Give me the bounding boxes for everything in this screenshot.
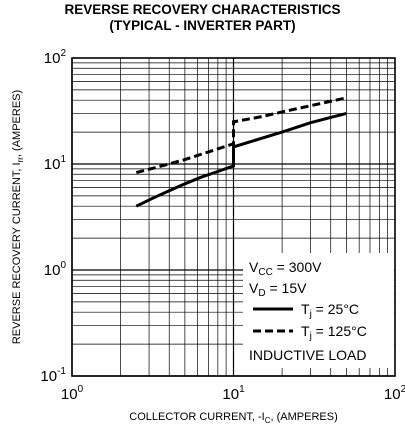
x-axis-label: COLLECTOR CURRENT, -IC, (AMPERES) xyxy=(129,411,338,425)
legend-footer: INDUCTIVE LOAD xyxy=(249,347,366,363)
x-tick-label: 101 xyxy=(222,384,245,403)
legend-condition-2: VD = 15V xyxy=(249,280,307,299)
y-tick-label: 101 xyxy=(44,154,67,173)
plot-frame xyxy=(71,57,396,377)
y-tick-label: 102 xyxy=(44,48,67,67)
legend-series-label-1: Tj = 25°C xyxy=(301,301,359,320)
y-axis-label: REVERSE RECOVERY CURRENT, Irr, (AMPERES) xyxy=(11,90,25,344)
chart-title: REVERSE RECOVERY CHARACTERISTICS xyxy=(64,2,341,17)
x-tick-label: 102 xyxy=(384,384,405,403)
legend-series-label-2: Tj = 125°C xyxy=(301,323,367,342)
y-tick-label: 10-1 xyxy=(40,366,66,385)
x-tick-label: 100 xyxy=(61,384,84,403)
series-line-2 xyxy=(135,96,347,175)
legend-condition-1: VCC = 300V xyxy=(249,259,322,278)
y-tick-label: 100 xyxy=(44,260,67,279)
series-line-1 xyxy=(135,111,347,208)
chart-subtitle: (TYPICAL - INVERTER PART) xyxy=(109,18,296,33)
